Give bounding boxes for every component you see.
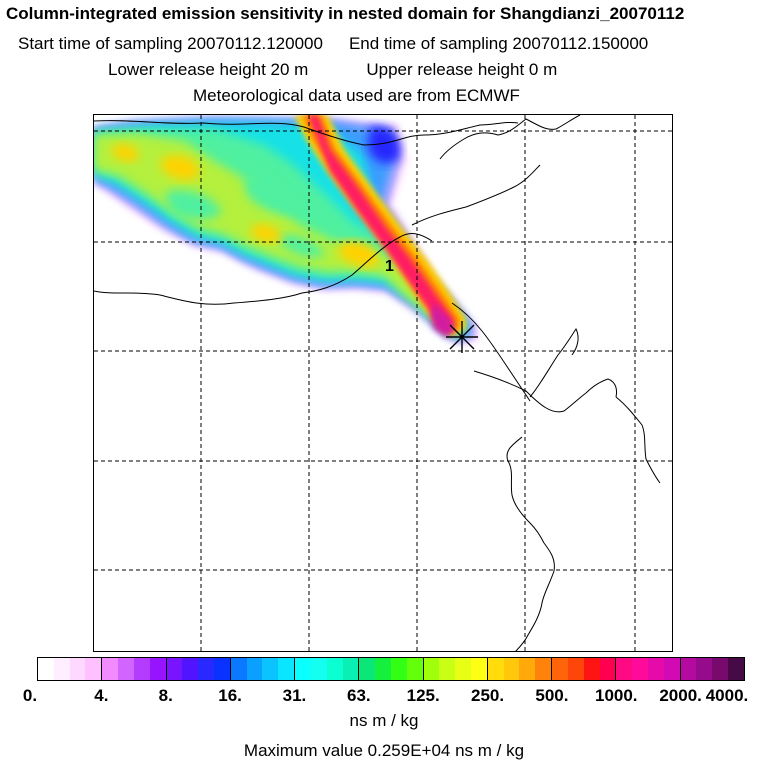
- colorbar-swatch: [599, 658, 616, 680]
- sampling-times: Start time of sampling 20070112.120000 En…: [18, 34, 648, 54]
- colorbar-tick-label: 125.: [406, 686, 440, 705]
- colorbar-tick-label: 4000.: [705, 686, 749, 705]
- start-time-label: Start time of sampling 20070112.120000: [18, 34, 323, 53]
- colorbar-swatch: [149, 658, 166, 680]
- colorbar-unit-label: ns m / kg: [349, 711, 419, 730]
- colorbar-segment: [165, 658, 230, 680]
- colorbar-swatch: [85, 658, 102, 680]
- colorbar-tick-label: 31.: [282, 686, 307, 705]
- plume-patch-1: [160, 155, 200, 180]
- colorbar-swatch: [118, 658, 134, 680]
- max-value-label: Maximum value 0.259E+04 ns m / kg: [243, 741, 525, 760]
- colorbar-swatch: [680, 658, 697, 680]
- plume-patch-2: [112, 143, 139, 162]
- map-canvas: 1: [94, 115, 672, 651]
- plume-level-8: [308, 115, 454, 327]
- colorbar-swatch: [632, 658, 649, 680]
- colorbar-swatch: [423, 658, 440, 680]
- colorbar-swatch: [567, 658, 584, 680]
- plume-knot: [368, 126, 401, 164]
- colorbar-swatch: [310, 658, 327, 680]
- release-marker-label: 1: [385, 258, 394, 275]
- upper-release-label: Upper release height 0 m: [366, 60, 558, 79]
- colorbar-segment: [551, 658, 616, 680]
- colorbar-segment: [229, 658, 295, 680]
- colorbar-swatch: [102, 658, 119, 680]
- colorbar-tick-label: 8.: [158, 686, 173, 705]
- colorbar-swatch: [182, 658, 199, 680]
- colorbar-swatch: [583, 658, 600, 680]
- colorbar-swatch: [390, 658, 407, 680]
- colorbar-swatch: [246, 658, 263, 680]
- colorbar-swatch: [53, 658, 70, 680]
- colorbar-segment: [358, 658, 423, 680]
- colorbar-swatch: [166, 658, 183, 680]
- colorbar-segment: [294, 658, 359, 680]
- end-time-label: End time of sampling 20070112.150000: [348, 34, 649, 53]
- colorbar-segment: [101, 658, 166, 680]
- colorbar-swatch: [535, 658, 552, 680]
- colorbar-swatch: [375, 658, 391, 680]
- colorbar-tick-label: 4.: [94, 686, 109, 705]
- colorbar-swatch: [439, 658, 456, 680]
- colorbar-swatch: [278, 658, 295, 680]
- colorbar-swatch: [359, 658, 376, 680]
- colorbar-tick-label: 250.: [470, 686, 505, 705]
- emission-sensitivity-field: [94, 115, 480, 347]
- lat-lon-grid: [94, 115, 672, 651]
- colorbar-swatch: [712, 658, 729, 680]
- colorbar-swatch: [262, 658, 279, 680]
- plot-title: Column-integrated emission sensitivity i…: [6, 4, 685, 23]
- colorbar-segment: [679, 658, 744, 680]
- plume-pocket-2: [244, 178, 300, 214]
- plume-patch-4: [250, 224, 281, 243]
- colorbar-tick-label: 500.: [535, 686, 569, 705]
- colorbar-tick-label: 2000.: [659, 686, 702, 705]
- colorbar-segment: [615, 658, 680, 680]
- colorbar-swatch: [552, 658, 568, 680]
- coastlines: [94, 115, 661, 651]
- colorbar: [37, 657, 745, 681]
- colorbar-segment: [486, 658, 552, 680]
- colorbar-tick-label: 16.: [218, 686, 242, 705]
- colorbar-swatch: [213, 658, 230, 680]
- map-panel: 1: [93, 114, 673, 652]
- colorbar-swatch: [471, 658, 487, 680]
- colorbar-swatch: [38, 658, 54, 680]
- colorbar-tick-label: 0.: [22, 686, 38, 705]
- colorbar-swatch: [326, 658, 343, 680]
- colorbar-swatch: [696, 658, 713, 680]
- colorbar-swatch: [406, 658, 423, 680]
- plume-pocket-3: [280, 234, 326, 258]
- colorbar-swatch: [648, 658, 664, 680]
- colorbar-swatch: [133, 658, 150, 680]
- colorbar-swatch: [342, 658, 359, 680]
- colorbar-swatch: [728, 658, 744, 680]
- release-point-marker: [446, 321, 478, 353]
- colorbar-swatch: [69, 658, 86, 680]
- colorbar-tick-label: 1000.: [594, 686, 638, 705]
- colorbar-swatch: [663, 658, 680, 680]
- colorbar-swatch: [455, 658, 472, 680]
- release-heights: Lower release height 20 m Upper release h…: [108, 60, 557, 80]
- colorbar-swatch: [519, 658, 536, 680]
- colorbar-swatch: [295, 658, 311, 680]
- plume-pocket-1: [164, 190, 222, 220]
- colorbar-swatch: [503, 658, 520, 680]
- colorbar-tick-label: 63.: [346, 686, 371, 705]
- colorbar-swatch: [487, 658, 504, 680]
- lower-release-label: Lower release height 20 m: [108, 60, 309, 79]
- colorbar-swatch: [198, 658, 214, 680]
- met-data-label: Meteorological data used are from ECMWF: [193, 86, 520, 105]
- colorbar-swatch: [230, 658, 247, 680]
- colorbar-segment: [422, 658, 487, 680]
- colorbar-segment: [38, 658, 102, 680]
- plume-level-9: [430, 303, 456, 337]
- colorbar-swatch: [616, 658, 633, 680]
